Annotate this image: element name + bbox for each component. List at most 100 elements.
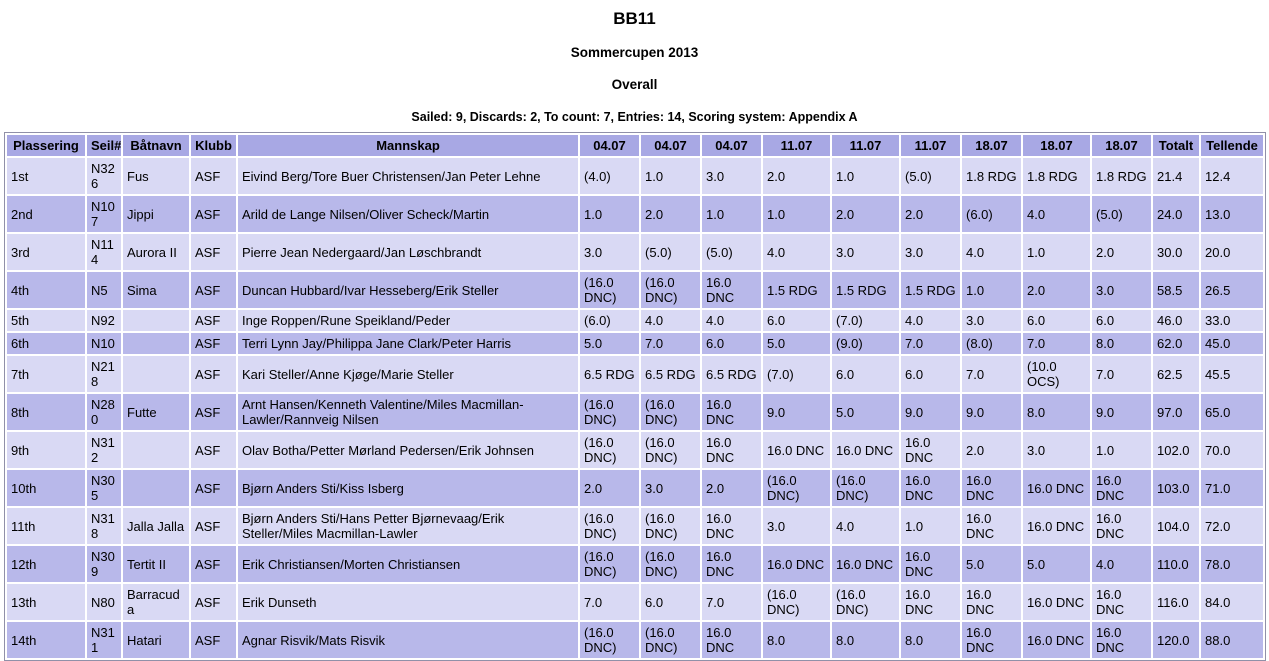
cell-crew: Arnt Hansen/Kenneth Valentine/Miles Macm… xyxy=(238,394,578,430)
cell-nett: 12.4 xyxy=(1201,158,1263,194)
cell-race-3: 16.0 DNC xyxy=(702,394,761,430)
column-header-crew: Mannskap xyxy=(238,135,578,156)
cell-total: 116.0 xyxy=(1153,584,1199,620)
cell-club: ASF xyxy=(191,622,236,658)
cell-race-1: (16.0 DNC) xyxy=(580,546,639,582)
cell-race-8: 8.0 xyxy=(1023,394,1090,430)
cell-total: 46.0 xyxy=(1153,310,1199,331)
cell-race-3: 6.5 RDG xyxy=(702,356,761,392)
cell-race-6: 16.0 DNC xyxy=(901,470,960,506)
event-title: Sommercupen 2013 xyxy=(570,45,699,60)
cell-club: ASF xyxy=(191,546,236,582)
cell-total: 62.5 xyxy=(1153,356,1199,392)
result-row: 9th N312 ASF Olav Botha/Petter Mørland Pede… xyxy=(7,432,1263,468)
cell-sail-number: N92 xyxy=(87,310,121,331)
cell-crew: Inge Roppen/Rune Speikland/Peder xyxy=(238,310,578,331)
scoring-summary: Sailed: 9, Discards: 2, To count: 7, Ent… xyxy=(411,110,858,124)
cell-nett: 72.0 xyxy=(1201,508,1263,544)
cell-boat-name: Jippi xyxy=(123,196,189,232)
cell-race-1: (6.0) xyxy=(580,310,639,331)
cell-race-2: (16.0 DNC) xyxy=(641,546,700,582)
cell-race-2: (16.0 DNC) xyxy=(641,508,700,544)
cell-sail-number: N326 xyxy=(87,158,121,194)
cell-sail-number: N309 xyxy=(87,546,121,582)
column-header-race-5: 11.07 xyxy=(832,135,899,156)
cell-race-5: 6.0 xyxy=(832,356,899,392)
cell-race-1: 1.0 xyxy=(580,196,639,232)
column-header-race-7: 18.07 xyxy=(962,135,1021,156)
cell-crew: Terri Lynn Jay/Philippa Jane Clark/Peter… xyxy=(238,333,578,354)
cell-club: ASF xyxy=(191,584,236,620)
cell-race-1: (4.0) xyxy=(580,158,639,194)
cell-sail-number: N10 xyxy=(87,333,121,354)
cell-boat-name xyxy=(123,333,189,354)
column-header-race-2: 04.07 xyxy=(641,135,700,156)
cell-race-1: (16.0 DNC) xyxy=(580,622,639,658)
cell-race-9: 9.0 xyxy=(1092,394,1151,430)
cell-rank: 5th xyxy=(7,310,85,331)
cell-total: 97.0 xyxy=(1153,394,1199,430)
column-header-race-9: 18.07 xyxy=(1092,135,1151,156)
cell-sail-number: N114 xyxy=(87,234,121,270)
result-row: 8th N280 Futte ASF Arnt Hansen/Kenneth Valen… xyxy=(7,394,1263,430)
cell-race-7: 16.0 DNC xyxy=(962,622,1021,658)
cell-race-5: (7.0) xyxy=(832,310,899,331)
cell-race-6: 16.0 DNC xyxy=(901,546,960,582)
cell-sail-number: N107 xyxy=(87,196,121,232)
cell-race-2: 1.0 xyxy=(641,158,700,194)
cell-boat-name xyxy=(123,432,189,468)
cell-boat-name xyxy=(123,470,189,506)
cell-race-5: 8.0 xyxy=(832,622,899,658)
cell-crew: Eivind Berg/Tore Buer Christensen/Jan Pe… xyxy=(238,158,578,194)
cell-race-3: 16.0 DNC xyxy=(702,622,761,658)
cell-race-8: 16.0 DNC xyxy=(1023,470,1090,506)
cell-race-5: 5.0 xyxy=(832,394,899,430)
cell-crew: Bjørn Anders Sti/Hans Petter Bjørnevaag/… xyxy=(238,508,578,544)
cell-race-7: 1.8 RDG xyxy=(962,158,1021,194)
cell-race-8: 1.0 xyxy=(1023,234,1090,270)
cell-race-1: 2.0 xyxy=(580,470,639,506)
result-row: 13th N80 Barracuda ASF Erik Dunseth 7.0 6.0 7.0… xyxy=(7,584,1263,620)
cell-club: ASF xyxy=(191,432,236,468)
cell-race-2: (5.0) xyxy=(641,234,700,270)
cell-rank: 14th xyxy=(7,622,85,658)
cell-club: ASF xyxy=(191,272,236,308)
cell-race-8: 16.0 DNC xyxy=(1023,584,1090,620)
cell-total: 24.0 xyxy=(1153,196,1199,232)
cell-crew: Erik Dunseth xyxy=(238,584,578,620)
cell-race-1: 5.0 xyxy=(580,333,639,354)
cell-race-5: 16.0 DNC xyxy=(832,546,899,582)
cell-race-9: 16.0 DNC xyxy=(1092,470,1151,506)
cell-race-9: 6.0 xyxy=(1092,310,1151,331)
cell-nett: 71.0 xyxy=(1201,470,1263,506)
results-body: 1st N326 Fus ASF Eivind Berg/Tore Buer Chris… xyxy=(7,158,1263,658)
cell-race-2: (16.0 DNC) xyxy=(641,432,700,468)
cell-boat-name: Fus xyxy=(123,158,189,194)
cell-club: ASF xyxy=(191,333,236,354)
cell-race-2: 4.0 xyxy=(641,310,700,331)
cell-boat-name: Barracuda xyxy=(123,584,189,620)
cell-total: 120.0 xyxy=(1153,622,1199,658)
cell-race-5: 4.0 xyxy=(832,508,899,544)
cell-rank: 10th xyxy=(7,470,85,506)
result-row: 2nd N107 Jippi ASF Arild de Lange Nilsen/Oli… xyxy=(7,196,1263,232)
cell-sail-number: N311 xyxy=(87,622,121,658)
cell-race-7: 4.0 xyxy=(962,234,1021,270)
cell-total: 21.4 xyxy=(1153,158,1199,194)
cell-race-5: 2.0 xyxy=(832,196,899,232)
cell-crew: Olav Botha/Petter Mørland Pedersen/Erik … xyxy=(238,432,578,468)
cell-club: ASF xyxy=(191,310,236,331)
cell-race-6: 3.0 xyxy=(901,234,960,270)
cell-race-9: 16.0 DNC xyxy=(1092,508,1151,544)
cell-race-3: 2.0 xyxy=(702,470,761,506)
cell-race-4: 1.0 xyxy=(763,196,830,232)
cell-race-1: (16.0 DNC) xyxy=(580,272,639,308)
cell-race-5: 1.5 RDG xyxy=(832,272,899,308)
cell-race-2: 7.0 xyxy=(641,333,700,354)
cell-total: 110.0 xyxy=(1153,546,1199,582)
column-header-race-3: 04.07 xyxy=(702,135,761,156)
cell-race-2: 3.0 xyxy=(641,470,700,506)
cell-race-8: 1.8 RDG xyxy=(1023,158,1090,194)
cell-race-5: 3.0 xyxy=(832,234,899,270)
cell-race-4: 16.0 DNC xyxy=(763,546,830,582)
